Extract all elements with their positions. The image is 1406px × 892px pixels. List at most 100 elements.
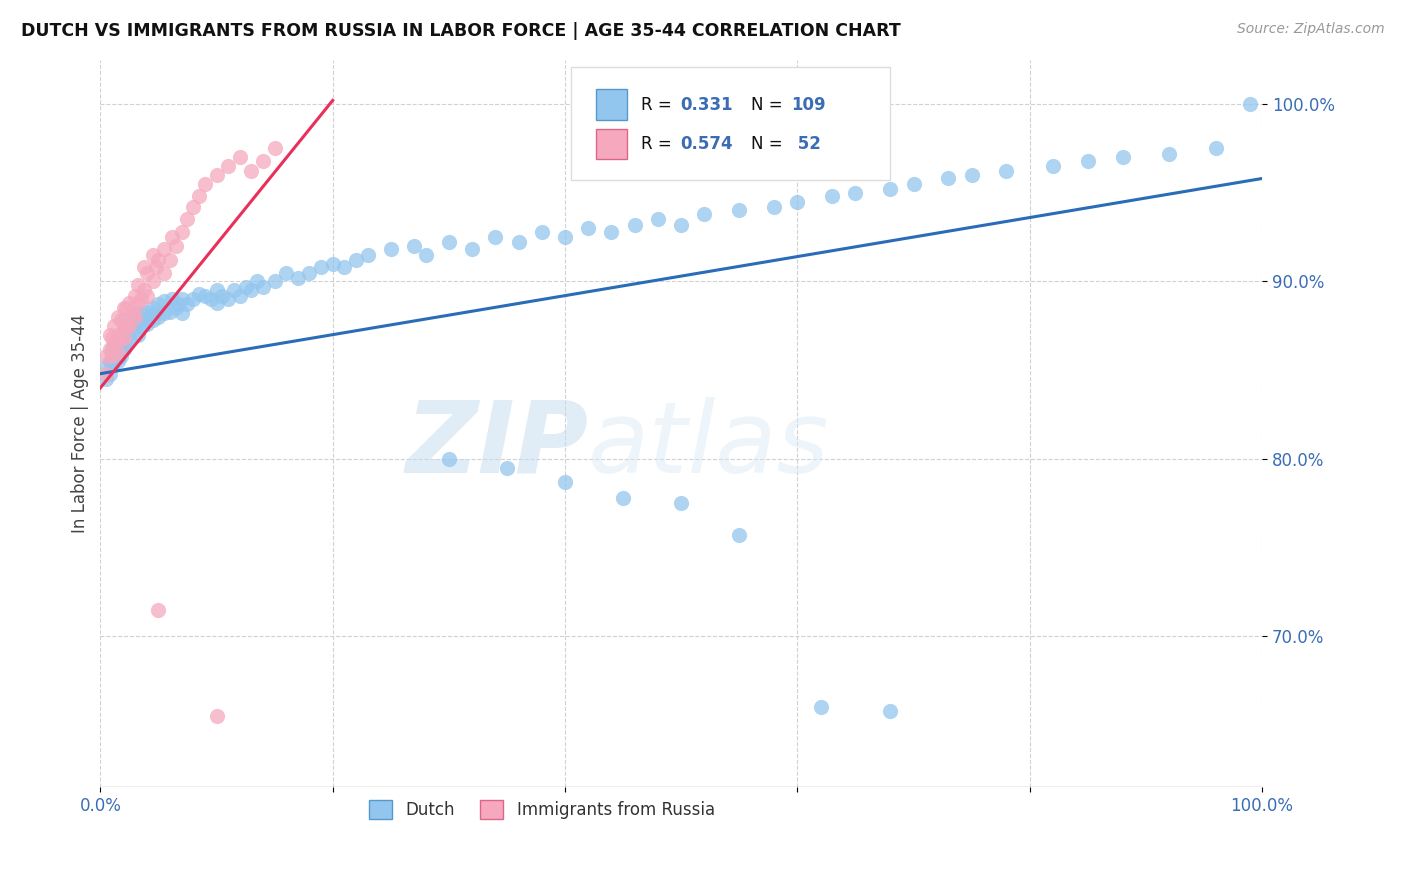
Point (142, 248, 165, 262)
Text: 52: 52 (792, 135, 821, 153)
Point (112, 318, 135, 333)
Point (134, 260, 156, 275)
Point (148, 603, 170, 617)
Point (162, 292, 184, 306)
Point (240, 164, 263, 178)
Point (728, 528, 751, 542)
Point (484, 230, 506, 244)
Point (129, 318, 152, 333)
Point (101, 358, 124, 372)
Point (135, 317, 157, 331)
Point (1205, 141, 1227, 155)
Text: 0.574: 0.574 (681, 135, 733, 153)
Point (112, 313, 135, 327)
Point (263, 274, 285, 288)
Point (165, 239, 187, 253)
Point (205, 295, 228, 310)
Point (333, 260, 356, 275)
Point (107, 354, 129, 368)
Point (135, 266, 157, 280)
Point (118, 318, 141, 333)
Point (437, 235, 460, 250)
Point (127, 327, 149, 342)
FancyBboxPatch shape (596, 128, 627, 160)
Point (170, 306, 193, 320)
Text: ZIP: ZIP (405, 397, 588, 493)
FancyBboxPatch shape (571, 67, 890, 179)
Point (298, 266, 321, 280)
Point (287, 271, 309, 285)
Point (107, 345, 129, 359)
Point (181, 292, 204, 306)
Point (1042, 159, 1064, 173)
Text: DUTCH VS IMMIGRANTS FROM RUSSIA IN LABOR FORCE | AGE 35-44 CORRELATION CHART: DUTCH VS IMMIGRANTS FROM RUSSIA IN LABOR… (21, 22, 901, 40)
Point (176, 212, 198, 227)
Point (229, 150, 252, 164)
Point (188, 286, 211, 301)
Point (112, 342, 135, 356)
Point (101, 349, 124, 363)
Point (554, 230, 576, 244)
Point (107, 342, 129, 356)
Point (124, 288, 146, 302)
Point (107, 327, 129, 342)
Point (142, 313, 165, 327)
Point (309, 260, 332, 275)
Point (763, 200, 786, 214)
Point (903, 177, 925, 191)
Point (576, 221, 599, 235)
Point (124, 310, 146, 324)
Point (98, 342, 121, 356)
Point (115, 324, 138, 338)
Point (960, 168, 983, 182)
Point (124, 318, 146, 333)
Point (96, 349, 118, 363)
Point (162, 230, 184, 244)
Point (98, 354, 121, 368)
Point (124, 306, 146, 320)
Point (103, 336, 125, 351)
Text: 0.331: 0.331 (681, 95, 733, 113)
Point (112, 333, 135, 347)
Point (600, 225, 623, 239)
Point (530, 225, 553, 239)
Point (508, 235, 530, 250)
Point (112, 301, 135, 315)
Text: R =: R = (641, 95, 676, 113)
Point (276, 266, 298, 280)
Text: R =: R = (641, 135, 676, 153)
Point (101, 331, 124, 345)
Point (165, 301, 187, 315)
Point (344, 253, 367, 268)
Point (879, 182, 901, 196)
Text: atlas: atlas (588, 397, 830, 493)
Point (115, 336, 138, 351)
Point (554, 475, 576, 489)
Point (122, 306, 145, 320)
Point (380, 243, 402, 257)
Y-axis label: In Labor Force | Age 35-44: In Labor Force | Age 35-44 (72, 314, 89, 533)
Text: N =: N = (751, 95, 787, 113)
Point (240, 283, 263, 297)
Point (148, 253, 170, 268)
Point (810, 700, 832, 714)
Point (118, 295, 141, 310)
Point (96, 367, 118, 381)
Point (112, 324, 135, 338)
Point (96, 372, 118, 386)
Point (235, 279, 257, 293)
Point (159, 253, 181, 268)
Point (129, 306, 152, 320)
Point (135, 304, 157, 318)
Point (217, 292, 239, 306)
Point (127, 313, 149, 327)
Point (669, 218, 692, 232)
Point (101, 342, 124, 356)
Point (246, 274, 269, 288)
Point (127, 295, 149, 310)
Point (103, 340, 125, 354)
Text: Source: ZipAtlas.com: Source: ZipAtlas.com (1237, 22, 1385, 37)
Point (181, 200, 204, 214)
Point (263, 141, 285, 155)
Point (647, 212, 669, 227)
